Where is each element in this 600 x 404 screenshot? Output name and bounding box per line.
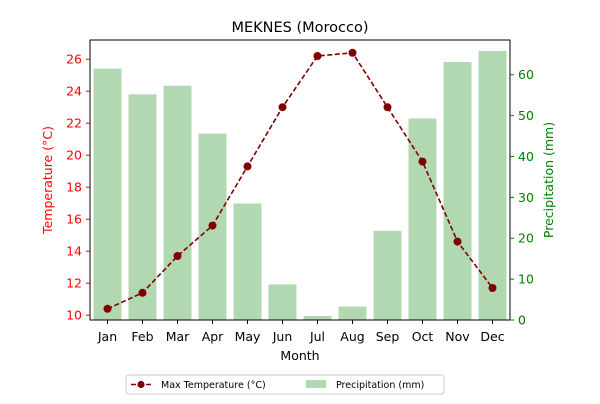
x-tick-label-feb: Feb — [131, 329, 153, 344]
y-right-tick-label: 0 — [518, 313, 526, 328]
x-tick-label-jun: Jun — [272, 329, 293, 344]
temperature-point-oct — [418, 157, 427, 166]
temperature-point-jul — [313, 52, 322, 60]
x-tick-label-may: May — [235, 329, 261, 344]
temperature-point-apr — [208, 221, 217, 230]
precip-bar-dec — [478, 51, 507, 320]
precip-bar-jul — [303, 315, 332, 320]
legend-label-precipitation: Precipitation (mm) — [336, 380, 424, 391]
y-right-tick-label: 60 — [518, 67, 534, 82]
y-left-tick-label: 24 — [66, 84, 82, 99]
y-left-tick-label: 22 — [66, 116, 82, 131]
temperature-point-sep — [383, 103, 392, 112]
precip-bar-jan — [93, 68, 122, 320]
temperature-line — [107, 51, 494, 310]
x-tick-label-nov: Nov — [445, 329, 470, 344]
x-tick-label-mar: Mar — [166, 329, 190, 344]
temperature-point-jan — [103, 304, 112, 313]
precip-bar-aug — [338, 306, 367, 320]
x-tick-label-aug: Aug — [340, 329, 364, 344]
temperature-point-mar — [173, 252, 182, 260]
x-tick-label-jul: Jul — [309, 329, 325, 344]
y-left-tick-label: 16 — [66, 212, 82, 227]
temperature-point-aug — [348, 48, 357, 57]
y-left-tick-label: 10 — [66, 308, 82, 323]
x-tick-label-apr: Apr — [202, 329, 224, 344]
y-left-tick-label: 18 — [66, 180, 82, 195]
x-tick-label-oct: Oct — [412, 329, 434, 344]
precip-bar-nov — [443, 62, 472, 320]
y-right-tick-label: 20 — [518, 231, 534, 246]
legend-label-temperature: Max Temperature (°C) — [161, 380, 266, 391]
precip-bar-feb — [128, 94, 157, 320]
precip-bar-sep — [373, 230, 402, 320]
temperature-point-nov — [453, 237, 462, 246]
temperature-point-dec — [488, 284, 497, 292]
precip-bar-oct — [408, 118, 437, 320]
y-right-tick-label: 10 — [518, 272, 534, 287]
y-axis-left-label: Temperature (°C) — [40, 126, 55, 235]
y-left-tick-label: 20 — [66, 148, 82, 163]
x-tick-label-jan: Jan — [97, 329, 117, 344]
x-axis-label: Month — [280, 348, 319, 363]
precip-bar-may — [233, 203, 262, 320]
y-axis-right-label: Precipitation (mm) — [541, 122, 556, 238]
legend-line-marker — [137, 380, 145, 389]
plot-frame — [89, 39, 511, 321]
chart-title: MEKNES (Morocco) — [231, 20, 368, 36]
y-left-tick-label: 14 — [66, 244, 82, 259]
temperature-point-may — [243, 162, 252, 171]
y-left-tick-label: 12 — [66, 276, 82, 291]
temperature-point-feb — [138, 288, 147, 297]
y-right-tick-label: 50 — [518, 108, 534, 123]
y-right-tick-label: 40 — [518, 149, 534, 164]
x-tick-label-dec: Dec — [480, 329, 504, 344]
legend: Max Temperature (°C) Precipitation (mm) — [125, 374, 445, 395]
precip-bar-jun — [268, 284, 297, 320]
y-left-tick-label: 26 — [66, 52, 82, 67]
precip-bar-mar — [163, 85, 192, 320]
legend-bar-swatch — [306, 380, 326, 388]
y-right-tick-label: 30 — [518, 190, 534, 205]
temperature-point-jun — [278, 103, 287, 112]
legend-box — [125, 374, 445, 395]
x-tick-label-sep: Sep — [376, 329, 400, 344]
